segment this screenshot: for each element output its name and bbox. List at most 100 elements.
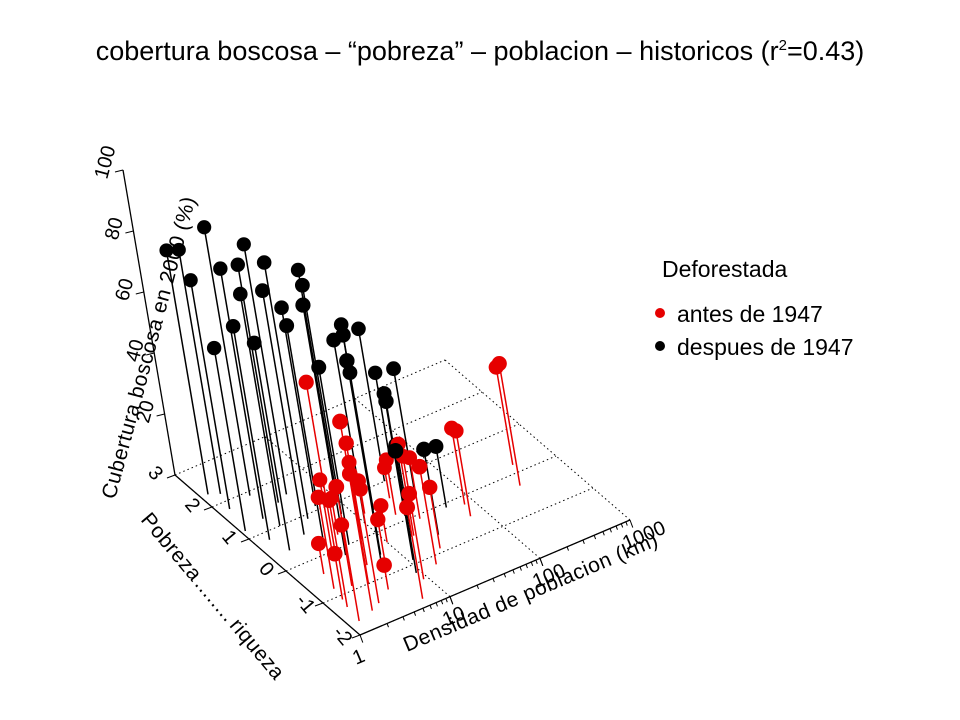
stem-antes-27	[455, 430, 472, 517]
stem-despues-11	[237, 264, 280, 503]
y-axis-label-dots: ........	[190, 573, 240, 627]
z-tick-label-4: 100	[91, 143, 121, 181]
y-axis-label-riqueza: riqueza	[225, 614, 289, 684]
point-despues-2	[183, 273, 198, 288]
y-tick-mark-5	[166, 474, 176, 479]
stem-despues-12	[302, 304, 347, 556]
stem-despues-10	[285, 325, 325, 546]
grid-line-x-3	[444, 359, 631, 521]
stem-antes-9	[349, 473, 370, 584]
stem-antes-23	[428, 487, 441, 549]
y-axis-label-pobreza: Pobreza	[136, 508, 206, 585]
y-tick-label-0: -2	[328, 622, 356, 650]
z-tick-mark-0	[156, 413, 165, 417]
chart-title-main: cobertura boscosa – “pobreza” – poblacio…	[95, 36, 779, 66]
point-antes-1	[321, 492, 337, 509]
point-despues-8	[197, 220, 212, 235]
point-antes-18	[373, 498, 389, 514]
stem-despues-16	[346, 360, 383, 569]
point-antes-8	[298, 374, 314, 390]
x-tick-mark	[429, 604, 432, 610]
stem-antes-2	[317, 497, 335, 589]
point-despues-19	[294, 277, 310, 293]
point-despues-15	[311, 359, 327, 375]
x-tick-mark	[440, 600, 444, 605]
z-tick-mark-3	[125, 230, 134, 234]
point-despues-31	[368, 365, 383, 380]
x-tick-label-0: 1	[349, 645, 368, 670]
y-tick-label-4: 2	[180, 494, 204, 517]
y-tick-label-3: 1	[217, 526, 241, 549]
stem-despues-8	[203, 227, 251, 496]
point-antes-20	[411, 458, 428, 475]
x-tick-mark	[566, 546, 569, 551]
legend: Deforestada antes de 1947 despues de 194…	[655, 256, 854, 360]
stem-antes-8	[305, 382, 338, 560]
point-despues-29	[351, 321, 366, 337]
x-tick-mark	[503, 573, 507, 578]
x-tick-mark	[413, 611, 417, 616]
point-antes-23	[422, 479, 438, 496]
x-tick-mark	[512, 569, 515, 574]
point-despues-5	[246, 335, 262, 351]
x-tick-mark	[476, 584, 479, 590]
point-antes-17	[401, 485, 418, 502]
legend-marker-antes	[655, 308, 665, 318]
x-tick-mark	[386, 623, 389, 628]
chart-title-superscript: 2	[778, 37, 787, 54]
point-despues-24	[342, 365, 358, 381]
x-tick-mark	[530, 561, 534, 566]
point-antes-16	[341, 454, 357, 470]
y-tick-mark-1	[314, 602, 324, 607]
stem-despues-17	[280, 307, 317, 507]
stem-despues-13	[263, 262, 309, 519]
stem-antes-7	[357, 480, 380, 604]
x-tick-mark	[402, 616, 405, 621]
x-tick-mark	[629, 519, 634, 528]
legend-entry-antes: antes de 1947	[677, 301, 823, 327]
x-axis-line	[359, 519, 631, 636]
stem-despues-3	[213, 347, 247, 532]
point-despues-30	[386, 361, 401, 377]
x-tick-mark	[435, 602, 438, 607]
stem-despues-2	[189, 280, 231, 510]
point-antes-29	[491, 356, 507, 372]
point-antes-3	[326, 545, 343, 562]
z-axis-line	[122, 169, 176, 476]
stem-despues-7	[239, 293, 281, 526]
x-tick-mark	[359, 634, 364, 643]
z-tick-mark-1	[146, 352, 155, 356]
point-antes-27	[448, 423, 464, 439]
stem-antes-0	[335, 486, 360, 622]
point-antes-12	[338, 435, 354, 451]
stem-antes-30	[495, 367, 514, 465]
x-tick-mark	[445, 598, 448, 603]
x-tick-mark	[620, 523, 624, 528]
stem-antes-28	[450, 428, 466, 505]
point-antes-4	[310, 535, 327, 552]
x-tick-mark	[582, 539, 585, 544]
stem-despues-4	[232, 326, 271, 540]
point-despues-22	[378, 393, 394, 409]
stem-despues-30	[392, 368, 417, 497]
x-tick-mark	[615, 525, 618, 530]
point-despues-20	[387, 443, 404, 459]
point-despues-11	[230, 257, 245, 272]
x-tick-mark	[539, 558, 544, 567]
point-antes-6	[333, 517, 350, 533]
z-tick-label-2: 60	[111, 276, 138, 303]
axes	[114, 169, 634, 643]
z-tick-mark-4	[114, 169, 124, 173]
x-tick-mark	[593, 535, 597, 540]
stem-despues-15	[318, 367, 350, 545]
point-antes-10	[312, 472, 328, 488]
y-tick-label-1: -1	[291, 590, 319, 618]
x-tick-mark	[609, 528, 612, 533]
chart-title: cobertura boscosa – “pobreza” – poblacio…	[0, 36, 960, 67]
y-tick-mark-2	[277, 570, 287, 575]
chart-title-suffix: =0.43)	[786, 36, 865, 66]
point-despues-14	[236, 237, 251, 252]
point-despues-16	[339, 353, 355, 369]
point-antes-0	[328, 478, 345, 495]
x-tick-mark	[525, 564, 528, 569]
